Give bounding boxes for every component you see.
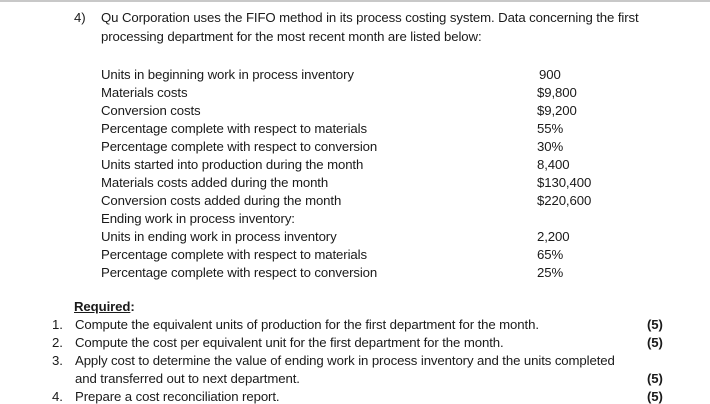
item-text: Compute the equivalent units of producti… <box>75 317 539 332</box>
row-label: Materials costs added during the month <box>101 175 329 190</box>
row-value: 900 <box>539 67 561 82</box>
row-label: Units in beginning work in process inven… <box>101 67 354 82</box>
item-number: 1. <box>52 317 63 332</box>
item-text: Prepare a cost reconciliation report. <box>75 389 280 404</box>
row-value: $9,200 <box>537 103 577 118</box>
item-number: 4. <box>52 389 63 404</box>
row-label: Units in ending work in process inventor… <box>101 229 337 244</box>
row-label: Percentage complete with respect to conv… <box>101 265 378 280</box>
row-value: 30% <box>537 139 564 154</box>
row-value: 55% <box>537 121 564 136</box>
item-number: 2. <box>52 335 63 350</box>
row-value: $9,800 <box>537 85 577 100</box>
item-marks: (5) <box>647 371 663 386</box>
row-label: Conversion costs added during the month <box>101 193 342 208</box>
item-marks: (5) <box>647 335 663 350</box>
row-label: Units started into production during the… <box>101 157 364 172</box>
question-text-line1: Qu Corporation uses the FIFO method in i… <box>101 10 639 25</box>
item-marks: (5) <box>647 317 663 332</box>
item-text: Compute the cost per equivalent unit for… <box>75 335 504 350</box>
item-marks: (5) <box>647 389 663 404</box>
row-value: 8,400 <box>537 157 570 172</box>
question-number: 4) <box>74 10 86 25</box>
row-label: Percentage complete with respect to conv… <box>101 139 378 154</box>
row-value: $130,400 <box>537 175 592 190</box>
row-label: Percentage complete with respect to mate… <box>101 247 367 262</box>
item-text: Apply cost to determine the value of end… <box>75 353 615 368</box>
row-label: Ending work in process inventory: <box>101 211 295 226</box>
row-value: $220,600 <box>537 193 592 208</box>
row-value: 25% <box>537 265 564 280</box>
row-label: Materials costs <box>101 85 188 100</box>
question-text-line2: processing department for the most recen… <box>101 29 482 44</box>
row-label: Percentage complete with respect to mate… <box>101 121 367 136</box>
row-value: 2,200 <box>537 229 570 244</box>
item-text-continued: and transferred out to next department. <box>75 371 300 386</box>
required-heading: Required: <box>74 299 135 314</box>
row-value: 65% <box>537 247 564 262</box>
row-label: Conversion costs <box>101 103 201 118</box>
item-number: 3. <box>52 353 63 368</box>
